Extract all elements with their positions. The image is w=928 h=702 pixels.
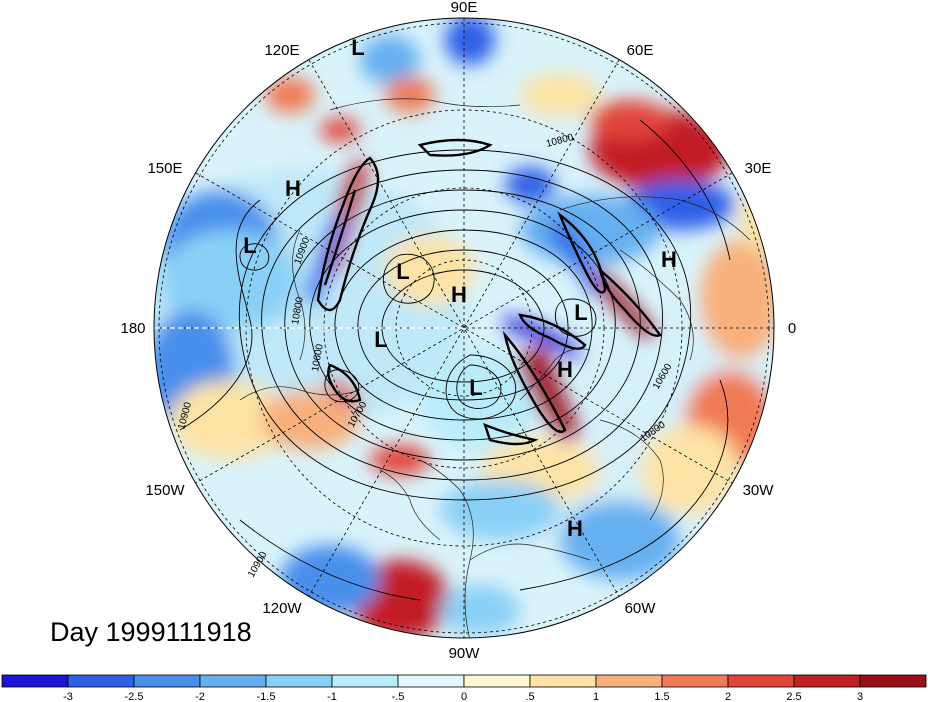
lon-label-90e: 90E: [451, 0, 478, 16]
colorbar-box: [793, 674, 861, 688]
colorbar-tick-label: -.5: [392, 691, 405, 702]
colorbar-ticks: -3 -2.5 -2 -1.5 -1 -.5 0 .5 1 1.5 2 2.5 3: [63, 691, 863, 702]
colorbar-box: [199, 674, 267, 688]
colorbar-box: [661, 674, 729, 688]
colorbar-tick-label: .5: [525, 691, 534, 702]
colorbar-tick-label: -1.5: [257, 691, 276, 702]
map-title: Day 1999111918: [50, 617, 252, 647]
colorbar-tick-label: -2: [195, 691, 205, 702]
colorbar-tick-label: 1: [593, 691, 599, 702]
colorbar-box: [463, 674, 531, 688]
colorbar-boxes: [1, 674, 927, 688]
contour-label: 10800: [290, 296, 306, 326]
lon-label-60e: 60E: [627, 42, 654, 59]
center-high: H: [567, 516, 583, 541]
lon-label-0: 0: [788, 320, 796, 337]
coastlines: [239, 98, 751, 638]
colorbar-box: [67, 674, 135, 688]
colorbar-box: [265, 674, 333, 688]
colorbar-tick-label: 2.5: [786, 691, 801, 702]
longitude-labels: 90E 60E 30E 0 30W 60W 90W 120W 150W 180 …: [120, 0, 796, 662]
pressure-centers: L H L L H L H L H L H: [243, 35, 677, 541]
colorbar-tick-label: -2.5: [125, 691, 144, 702]
colorbar-tick-label: -3: [63, 691, 73, 702]
lon-label-60w: 60W: [625, 600, 657, 617]
colorbar-box: [133, 674, 201, 688]
colorbar-tick-label: 2: [725, 691, 731, 702]
center-low: L: [574, 300, 587, 325]
polar-stereographic-map: 90E 60E 30E 0 30W 60W 90W 120W 150W 180 …: [120, 0, 796, 662]
lon-label-180: 180: [120, 320, 145, 337]
center-low: L: [469, 375, 482, 400]
colorbar: -3 -2.5 -2 -1.5 -1 -.5 0 .5 1 1.5 2 2.5 3: [1, 674, 927, 702]
center-low: L: [351, 35, 364, 60]
colorbar-box: [595, 674, 663, 688]
lon-label-30w: 30W: [743, 482, 775, 499]
colorbar-box: [529, 674, 597, 688]
map-border: [153, 17, 775, 639]
center-high: H: [661, 247, 677, 272]
center-high: H: [451, 282, 467, 307]
center-low: L: [243, 233, 256, 258]
center-high: H: [285, 176, 301, 201]
lon-label-150w: 150W: [145, 482, 185, 499]
colorbar-tick-label: 0: [461, 691, 467, 702]
anomaly-shading: [154, 18, 774, 638]
colorbar-box: [859, 674, 927, 688]
center-low: L: [374, 327, 387, 352]
lon-label-90w: 90W: [449, 645, 481, 662]
contour-label: 10600: [310, 343, 326, 373]
colorbar-box: [397, 674, 465, 688]
colorbar-tick-label: 1.5: [654, 691, 669, 702]
jet-streaks: [316, 138, 662, 446]
lon-label-30e: 30E: [745, 160, 772, 177]
colorbar-box: [727, 674, 795, 688]
center-high: H: [557, 357, 573, 382]
center-low: L: [396, 259, 409, 284]
colorbar-tick-label: -1: [327, 691, 337, 702]
colorbar-box: [1, 674, 69, 688]
lon-label-120w: 120W: [262, 600, 302, 617]
colorbar-box: [331, 674, 399, 688]
colorbar-tick-label: 3: [857, 691, 863, 702]
lon-label-150e: 150E: [147, 160, 182, 177]
lon-label-120e: 120E: [264, 42, 299, 59]
